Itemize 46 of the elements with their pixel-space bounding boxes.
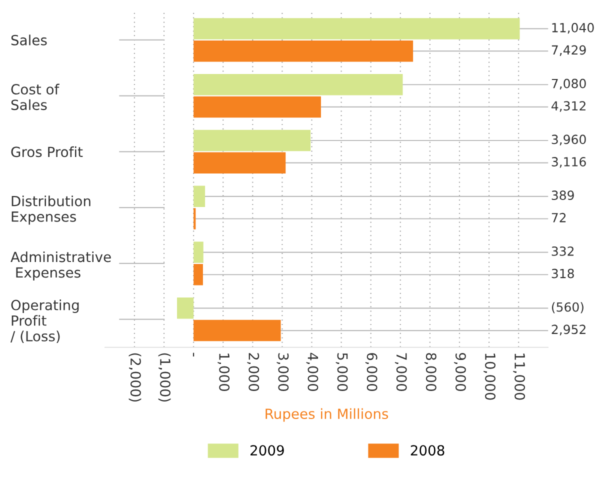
y-tick-label: Gros Profit — [11, 146, 83, 158]
data-label: 3,116 — [552, 157, 586, 168]
bar — [194, 130, 311, 152]
x-tick-label: 4,000 — [306, 352, 318, 391]
data-label: 389 — [552, 190, 574, 200]
data-label: 318 — [552, 268, 574, 278]
x-tick-label: - — [192, 352, 194, 356]
data-label: 3,960 — [552, 134, 586, 146]
data-label: 2,952 — [552, 324, 586, 336]
x-tick-label: 8,000 — [424, 353, 436, 391]
x-tick-label: 3,000 — [276, 353, 289, 391]
x-tick-label: 6,000 — [365, 353, 378, 391]
bar — [194, 264, 203, 286]
y-tick-label: Distribution Expenses — [12, 196, 90, 225]
data-label: 11,040 — [552, 22, 594, 34]
legend-label: 2008 — [410, 445, 444, 456]
bar — [194, 320, 281, 342]
y-tick-label: Sales — [11, 34, 47, 46]
data-label: (560) — [552, 302, 584, 314]
bar — [194, 242, 204, 263]
x-axis-title: Rupees in Millions — [266, 408, 388, 422]
data-label: 332 — [552, 246, 574, 256]
x-tick-label: 10,000 — [484, 354, 496, 400]
bar — [194, 18, 520, 40]
x-tick-label: (1,000) — [158, 353, 171, 402]
x-tick-label: (2,000) — [128, 353, 142, 402]
y-tick-label: Cost of Sales — [11, 84, 60, 110]
bar — [194, 152, 286, 174]
legend-label: 2009 — [250, 445, 284, 456]
bar — [194, 186, 206, 208]
y-tick-label: Administrative Expenses — [10, 251, 111, 280]
x-tick-label: 9,000 — [454, 353, 466, 391]
x-tick-label: 5,000 — [336, 353, 348, 391]
x-tick-label: 11,000 — [513, 354, 526, 400]
y-tick-label: Operating Profit / (Loss) — [10, 300, 79, 344]
data-label: 7,080 — [552, 78, 586, 90]
x-tick-label: 7,000 — [394, 353, 407, 391]
x-tick-label: 1,000 — [218, 354, 230, 391]
data-label: 7,429 — [552, 45, 586, 56]
bar — [194, 74, 403, 96]
data-label: 72 — [552, 212, 566, 222]
data-label: 4,312 — [552, 101, 586, 112]
bar — [177, 298, 194, 319]
bar — [194, 96, 321, 118]
bar — [194, 40, 414, 62]
x-tick-label: 2,000 — [247, 353, 260, 391]
